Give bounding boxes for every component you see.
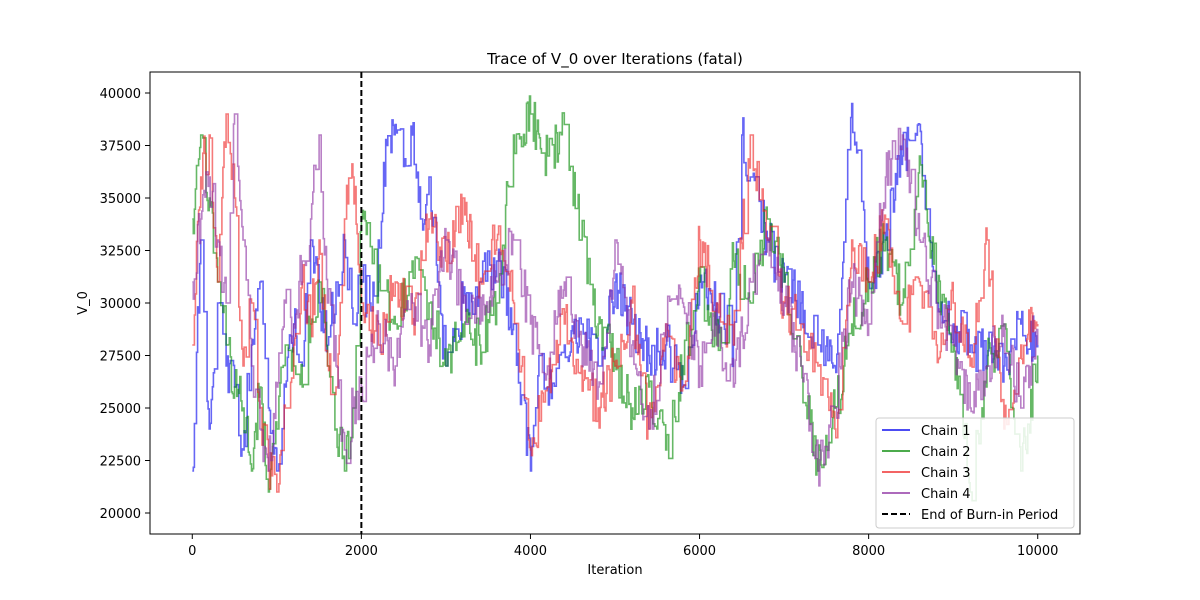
y-axis-label: V_0 — [76, 291, 91, 315]
y-tick-label: 22500 — [100, 455, 141, 470]
legend-entry-label: Chain 4 — [921, 487, 971, 502]
x-tick-label: 10000 — [1017, 544, 1058, 559]
series-layer — [192, 95, 1039, 502]
x-axis-label: Iteration — [587, 563, 642, 578]
legend-entry-label: End of Burn-in Period — [921, 508, 1058, 523]
y-tick-label: 25000 — [100, 402, 141, 417]
y-tick-label: 30000 — [100, 297, 141, 312]
x-tick-label: 0 — [188, 544, 196, 559]
legend-entry-label: Chain 1 — [921, 424, 971, 439]
x-tick-label: 8000 — [852, 544, 885, 559]
x-tick-label: 6000 — [683, 544, 716, 559]
x-tick-label: 2000 — [345, 544, 378, 559]
y-tick-label: 20000 — [100, 507, 141, 522]
x-tick-label: 4000 — [514, 544, 547, 559]
y-axis: 20000 22500 25000 27500 30000 32500 35000 37500… — [100, 87, 150, 522]
chart-title: Trace of V_0 over Iterations (fatal) — [486, 50, 743, 69]
legend-entry-label: Chain 2 — [921, 445, 971, 460]
y-tick-label: 37500 — [100, 140, 141, 155]
legend-entry-label: Chain 3 — [921, 466, 971, 481]
legend: Chain 1 Chain 2 Chain 3 Chain 4 End of Burn-… — [875, 417, 1075, 529]
series-line-chain-4 — [192, 113, 1039, 487]
y-tick-label: 32500 — [100, 245, 141, 260]
y-tick-label: 35000 — [100, 192, 141, 207]
legend-box — [875, 417, 1075, 529]
x-axis: 0 2000 4000 6000 8000 10000 — [188, 534, 1058, 559]
y-tick-label: 40000 — [100, 87, 141, 102]
y-tick-label: 27500 — [100, 350, 141, 365]
series-line-chain-2 — [192, 95, 1039, 502]
